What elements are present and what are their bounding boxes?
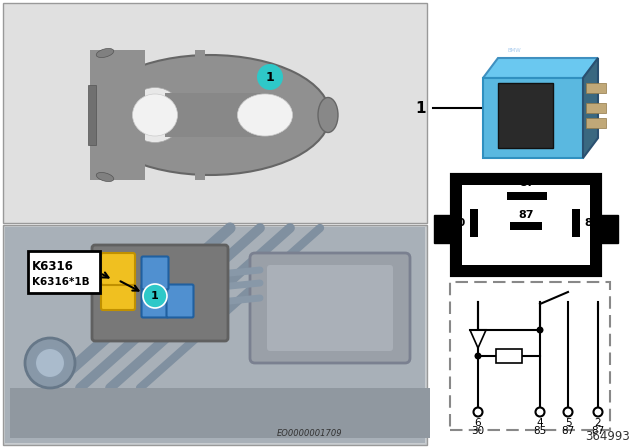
Text: 4: 4 (537, 418, 543, 428)
Circle shape (563, 408, 573, 417)
Ellipse shape (96, 48, 114, 57)
Bar (5, 227, 425, 443)
Bar (586, 118, 606, 128)
Text: 30: 30 (472, 426, 484, 436)
Text: 1: 1 (415, 100, 426, 116)
Circle shape (257, 64, 283, 90)
Ellipse shape (237, 94, 292, 136)
Bar (510, 222, 542, 230)
Bar (586, 103, 606, 113)
Ellipse shape (132, 94, 177, 136)
FancyBboxPatch shape (141, 284, 168, 318)
Text: 6: 6 (475, 418, 481, 428)
Circle shape (536, 408, 545, 417)
Ellipse shape (127, 87, 182, 142)
Text: 2: 2 (595, 418, 602, 428)
Ellipse shape (96, 172, 114, 181)
Bar (90, 50, 145, 180)
Text: 364993: 364993 (585, 430, 630, 443)
FancyBboxPatch shape (267, 265, 393, 351)
Text: K6316*1B: K6316*1B (32, 277, 90, 287)
Text: EO0000001709: EO0000001709 (277, 429, 343, 438)
Ellipse shape (318, 98, 338, 133)
Text: K6316: K6316 (32, 260, 74, 273)
Bar (496, 349, 522, 363)
Text: 85: 85 (533, 426, 547, 436)
Text: 87: 87 (519, 178, 535, 188)
FancyBboxPatch shape (250, 253, 410, 363)
Circle shape (593, 408, 602, 417)
Bar (10, 388, 430, 438)
Bar (3, 3, 427, 223)
FancyBboxPatch shape (141, 257, 168, 289)
Bar (470, 209, 478, 237)
Polygon shape (470, 330, 486, 348)
Polygon shape (483, 58, 598, 78)
Bar (600, 215, 618, 243)
Bar (450, 282, 610, 430)
FancyBboxPatch shape (92, 245, 228, 341)
Text: 87: 87 (591, 426, 605, 436)
FancyBboxPatch shape (166, 284, 193, 318)
FancyBboxPatch shape (101, 278, 135, 310)
Bar (28, 251, 100, 293)
Text: 87: 87 (561, 426, 575, 436)
Circle shape (474, 408, 483, 417)
Polygon shape (583, 58, 598, 158)
Text: 1: 1 (151, 291, 159, 301)
Circle shape (536, 327, 543, 333)
Bar (498, 83, 553, 148)
Text: 5: 5 (564, 418, 572, 428)
Ellipse shape (35, 348, 65, 378)
Circle shape (143, 284, 167, 308)
Text: 30: 30 (451, 218, 466, 228)
Ellipse shape (90, 55, 330, 175)
Text: BMW: BMW (508, 48, 522, 53)
Bar (3, 225, 427, 445)
Bar (586, 83, 606, 93)
Bar (462, 185, 590, 265)
FancyBboxPatch shape (101, 253, 135, 285)
Ellipse shape (25, 338, 75, 388)
Bar (572, 209, 580, 237)
Bar (88, 85, 96, 145)
Text: 87: 87 (518, 210, 534, 220)
Bar (195, 50, 205, 180)
Bar (165, 93, 260, 137)
Bar (434, 215, 452, 243)
Bar (452, 175, 600, 275)
Circle shape (474, 353, 481, 359)
Text: 85: 85 (584, 218, 600, 228)
Polygon shape (483, 78, 583, 158)
Bar (507, 192, 547, 200)
Text: 1: 1 (266, 70, 275, 83)
